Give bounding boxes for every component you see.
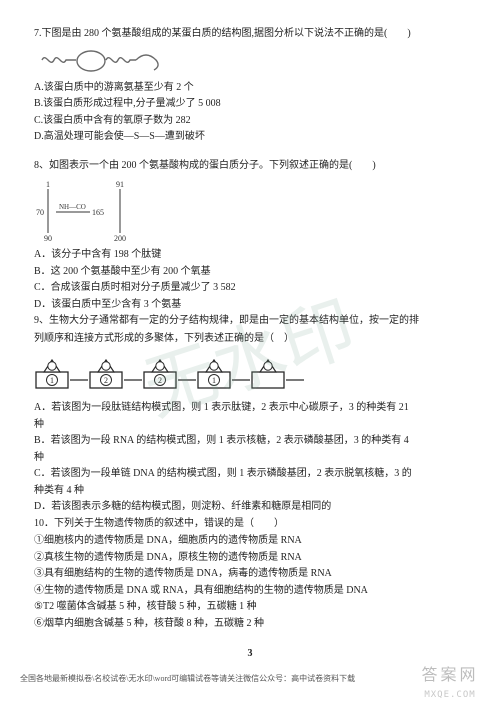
q7-opt-a: A.该蛋白质中的游离氨基至少有 2 个 xyxy=(34,80,466,96)
spacer xyxy=(34,146,466,158)
q7-opt-d: D.高温处理可能会使—S—S—遭到破坏 xyxy=(34,129,466,145)
q10-stem: 10．下列关于生物遗传物质的叙述中，错误的是（ ） xyxy=(34,516,466,532)
q10-item-6: ⑥烟草内细胞含碱基 5 种，核苷酸 8 种，五碳糖 2 种 xyxy=(34,616,466,632)
q8-diagram: 1 91 70 165 NH—CO 90 200 xyxy=(34,175,466,247)
q8-label-165: 165 xyxy=(92,208,104,217)
bottom-watermark: 答案网 MXQE.COM xyxy=(410,664,490,703)
q7-sketch xyxy=(34,44,466,80)
bottom-watermark-line2: MXQE.COM xyxy=(410,689,490,703)
q8-opt-c: C．合成该蛋白质时相对分子质量减少了 3 582 xyxy=(34,280,466,296)
svg-text:2: 2 xyxy=(104,376,108,385)
q8-label-tr: 91 xyxy=(116,180,124,189)
q9-opt-d: D．若该图表示多糖的结构模式图，则淀粉、纤维素和糖原是相同的 xyxy=(34,499,466,515)
q9-opt-b: B．若该图为一段 RNA 的结构模式图，则 1 表示核糖，2 表示磷酸基团，3 … xyxy=(34,433,466,449)
q10-item-5: ⑤T2 噬菌体含碱基 5 种，核苷酸 5 种，五碳糖 1 种 xyxy=(34,599,466,615)
q9-diagram: 1 2 2 1 xyxy=(34,348,466,400)
svg-text:1: 1 xyxy=(50,376,54,385)
q9-opt-a: A．若该图为一段肽链结构模式图，则 1 表示肽键，2 表示中心碳原子，3 的种类… xyxy=(34,400,466,416)
q9-stem-line2: 列顺序和连接方式形成的多聚体，下列表述正确的是（ ） xyxy=(34,331,466,347)
q10-item-4: ④生物的遗传物质是 DNA 或 RNA，具有细胞结构的生物的遗传物质是 DNA xyxy=(34,583,466,599)
q9-opt-c2: 种类有 4 种 xyxy=(34,483,466,499)
q8-opt-a: A．该分子中含有 198 个肽键 xyxy=(34,247,466,263)
q10-item-1: ①细胞核内的遗传物质是 DNA，细胞质内的遗传物质是 RNA xyxy=(34,533,466,549)
q8-label-tl: 1 xyxy=(46,180,50,189)
q8-label-bl: 90 xyxy=(44,234,52,241)
q7-opt-b: B.该蛋白质形成过程中,分子量减少了 5 008 xyxy=(34,96,466,112)
q7-opt-c: C.该蛋白质中含有的氧原子数为 282 xyxy=(34,113,466,129)
page-number: 3 xyxy=(0,646,500,662)
q8-label-bond: NH—CO xyxy=(59,203,86,211)
q9-opt-c: C．若该图为一段单链 DNA 的结构模式图，则 1 表示磷酸基团，2 表示脱氧核… xyxy=(34,466,466,482)
q8-label-br: 200 xyxy=(114,234,126,241)
q7-stem: 7.下图是由 280 个氨基酸组成的某蛋白质的结构图,据图分析以下说法不正确的是… xyxy=(34,26,466,42)
svg-text:2: 2 xyxy=(158,376,162,385)
q9-opt-b2: 种 xyxy=(34,450,466,466)
q10-item-3: ③具有细胞结构的生物的遗传物质是 DNA，病毒的遗传物质是 RNA xyxy=(34,566,466,582)
q9-stem-line1: 9、生物大分子通常都有一定的分子结构规律，即是由一定的基本结构单位，按一定的排 xyxy=(34,313,466,329)
q10-item-2: ②真核生物的遗传物质是 DNA，原核生物的遗传物质是 RNA xyxy=(34,550,466,566)
q8-stem: 8、如图表示一个由 200 个氨基酸构成的蛋白质分子。下列叙述正确的是( ) xyxy=(34,158,466,174)
q9-opt-a2: 种 xyxy=(34,417,466,433)
q8-opt-b: B．这 200 个氨基酸中至少有 200 个氧基 xyxy=(34,264,466,280)
q8-label-70: 70 xyxy=(36,208,44,217)
q8-opt-d: D．该蛋白质中至少含有 3 个氨基 xyxy=(34,297,466,313)
bottom-watermark-line1: 答案网 xyxy=(410,664,490,689)
svg-text:1: 1 xyxy=(212,376,216,385)
